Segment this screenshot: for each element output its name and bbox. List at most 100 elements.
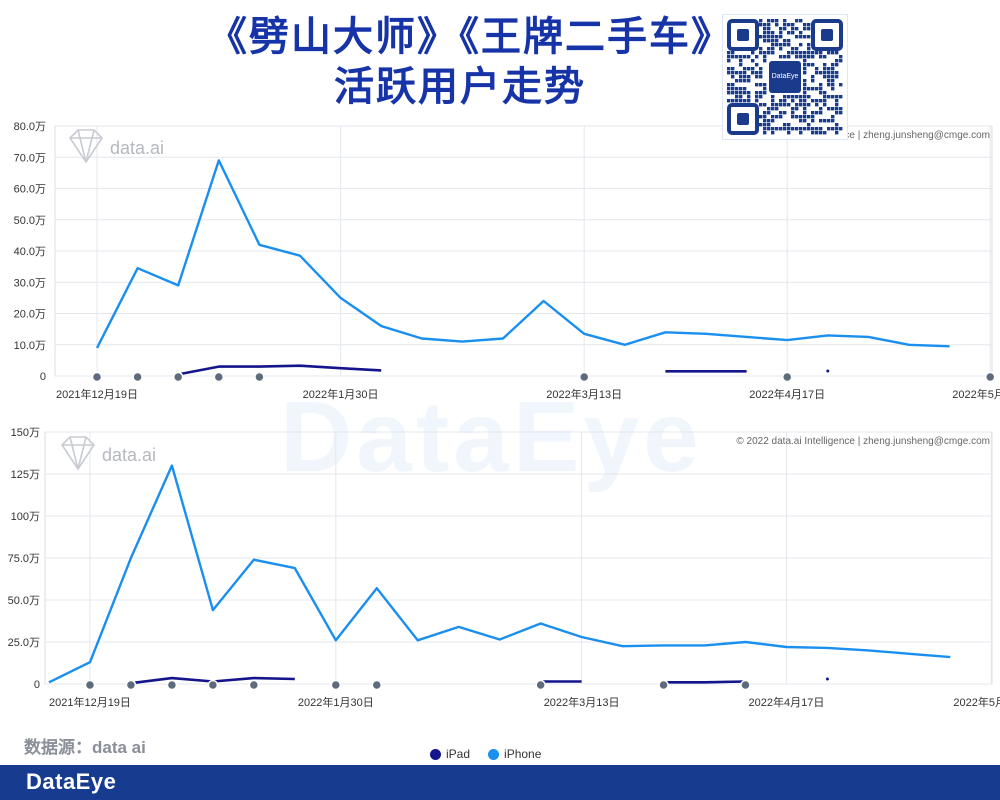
- qr-module: [755, 75, 759, 79]
- qr-module: [831, 95, 835, 99]
- qr-module: [767, 123, 771, 127]
- qr-module: [743, 67, 747, 71]
- qr-module: [743, 75, 747, 79]
- qr-module: [803, 67, 807, 71]
- qr-module: [783, 27, 787, 31]
- qr-module: [759, 115, 763, 119]
- qr-module: [819, 87, 823, 91]
- qr-module: [795, 19, 799, 23]
- qr-module: [751, 51, 755, 55]
- qr-module: [803, 95, 807, 99]
- qr-module: [803, 91, 807, 95]
- qr-module: [731, 71, 735, 75]
- qr-module: [759, 35, 763, 39]
- qr-module: [819, 127, 823, 131]
- qr-module: [839, 59, 843, 63]
- qr-module: [731, 87, 735, 91]
- qr-module: [811, 127, 815, 131]
- qr-module: [839, 95, 843, 99]
- qr-module: [759, 123, 763, 127]
- event-marker: [84, 679, 96, 691]
- qr-module: [767, 39, 771, 43]
- qr-module: [771, 51, 775, 55]
- qr-module: [819, 91, 823, 95]
- legend-item-ipad[interactable]: iPad: [430, 747, 470, 761]
- y-tick-label: 60.0万: [14, 184, 46, 196]
- y-tick-label: 50.0万: [14, 215, 46, 227]
- qr-module: [807, 87, 811, 91]
- data-ai-logo-text: data.ai: [102, 445, 156, 465]
- qr-module: [791, 115, 795, 119]
- y-tick-label: 0: [34, 679, 40, 691]
- y-tick-label: 25.0万: [8, 637, 40, 649]
- qr-module: [779, 103, 783, 107]
- qr-module: [799, 115, 803, 119]
- qr-module: [771, 39, 775, 43]
- qr-module: [799, 127, 803, 131]
- qr-module: [815, 127, 819, 131]
- qr-module: [819, 107, 823, 111]
- qr-module: [763, 23, 767, 27]
- qr-module: [727, 67, 731, 71]
- qr-module: [827, 107, 831, 111]
- y-tick-label: 10.0万: [14, 340, 46, 352]
- series-line-iphone: [95, 159, 950, 349]
- qr-module: [759, 19, 763, 23]
- qr-module: [759, 71, 763, 75]
- qr-module: [775, 19, 779, 23]
- qr-code: DataEye: [722, 14, 848, 140]
- event-marker: [658, 679, 669, 691]
- qr-module: [831, 51, 835, 55]
- qr-module: [819, 71, 823, 75]
- qr-module: [771, 99, 775, 103]
- qr-module: [815, 51, 819, 55]
- qr-module: [803, 35, 807, 39]
- qr-module: [815, 87, 819, 91]
- qr-module: [815, 71, 819, 75]
- qr-module: [747, 67, 751, 71]
- event-marker: [132, 371, 143, 383]
- qr-module: [767, 35, 771, 39]
- qr-module: [735, 91, 739, 95]
- data-source: 数据源：data ai: [24, 738, 146, 757]
- x-tick-label: 2022年3月13日: [544, 695, 620, 709]
- x-tick-label: 2022年3月13日: [546, 387, 622, 401]
- qr-module: [807, 51, 811, 55]
- small-data-dot: [826, 369, 830, 373]
- x-tick-label: 2021年12月19日: [56, 387, 138, 401]
- qr-module: [803, 119, 807, 123]
- y-tick-label: 30.0万: [14, 277, 46, 289]
- qr-module: [819, 55, 823, 59]
- qr-code-icon: [727, 19, 843, 135]
- qr-module: [735, 99, 739, 103]
- event-marker: [254, 371, 265, 383]
- qr-module: [743, 71, 747, 75]
- qr-module: [787, 127, 791, 131]
- qr-module: [779, 127, 783, 131]
- qr-module: [783, 23, 787, 27]
- y-tick-label: 75.0万: [8, 553, 40, 565]
- qr-module: [791, 95, 795, 99]
- qr-module: [763, 127, 767, 131]
- qr-module: [771, 115, 775, 119]
- qr-module: [731, 67, 735, 71]
- qr-module: [747, 91, 751, 95]
- qr-module: [779, 115, 783, 119]
- qr-module: [835, 111, 839, 115]
- qr-module: [783, 111, 787, 115]
- qr-module: [795, 103, 799, 107]
- data-ai-logo: data.ai: [68, 129, 164, 164]
- qr-module: [795, 115, 799, 119]
- qr-finder-pattern: [811, 19, 843, 51]
- qr-module: [823, 75, 827, 79]
- qr-module: [811, 115, 815, 119]
- qr-module: [831, 119, 835, 123]
- qr-module: [827, 119, 831, 123]
- qr-module: [743, 55, 747, 59]
- qr-module: [727, 71, 731, 75]
- qr-module: [807, 95, 811, 99]
- qr-module: [771, 127, 775, 131]
- qr-module: [763, 39, 767, 43]
- data-ai-logo: data.ai: [60, 436, 156, 471]
- legend-item-iphone[interactable]: iPhone: [488, 747, 541, 761]
